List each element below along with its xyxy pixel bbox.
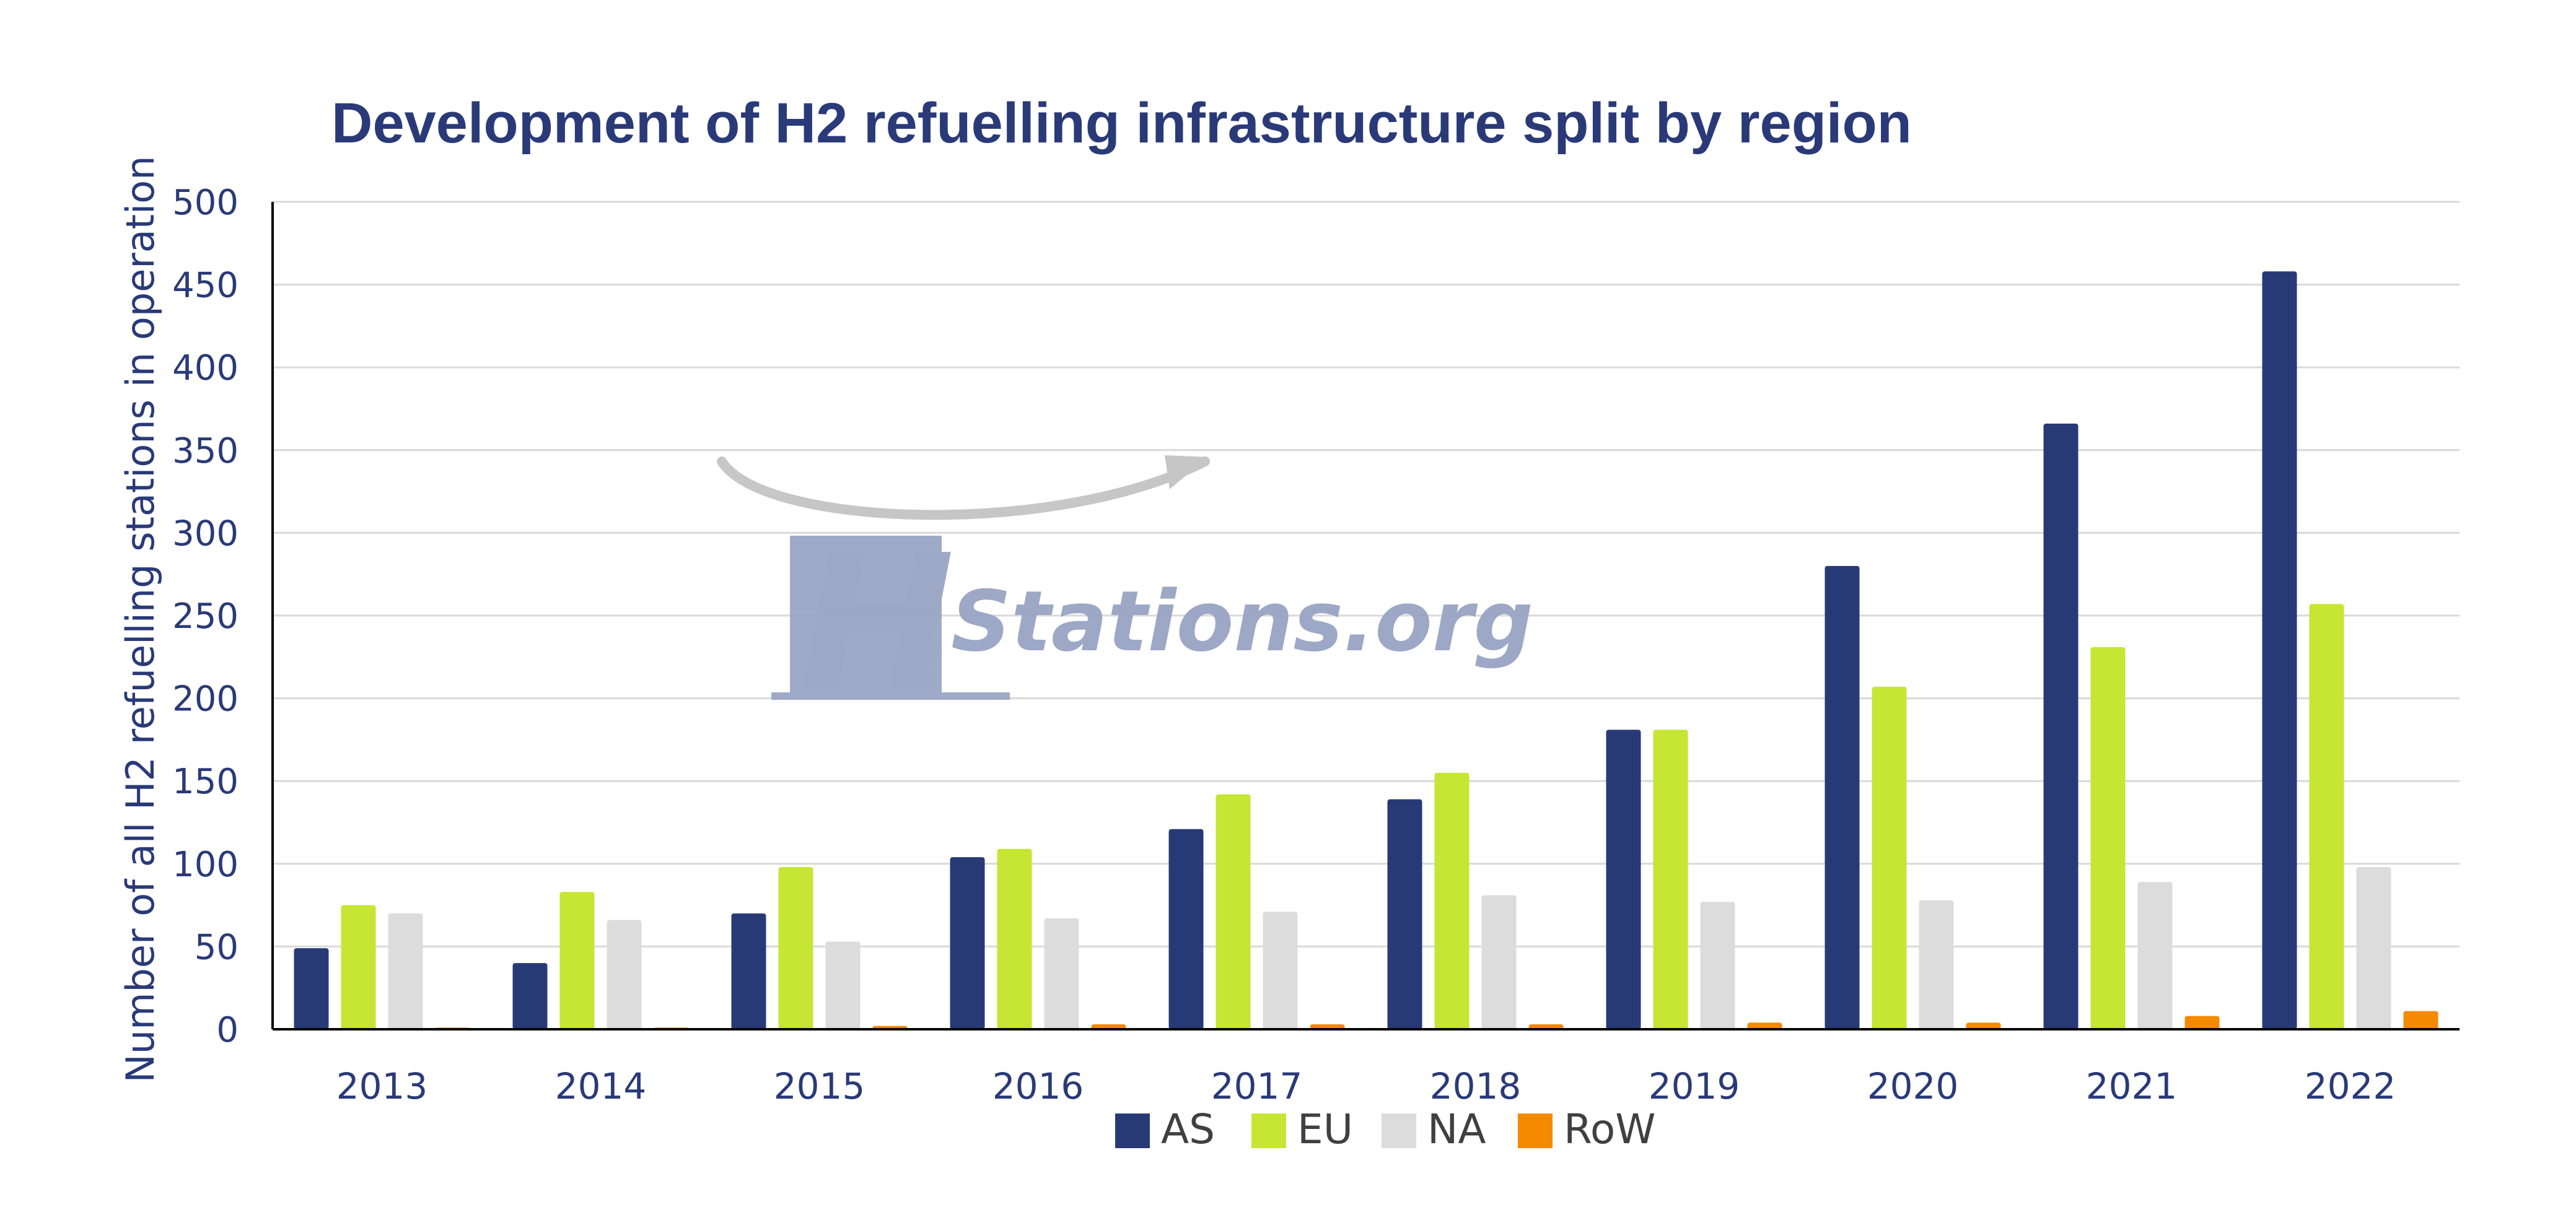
legend-label-row: RoW — [1564, 1105, 1656, 1153]
watermark-logo-block — [790, 536, 942, 697]
legend-swatch-eu — [1251, 1113, 1286, 1148]
bar-na-2015 — [825, 941, 861, 1029]
bar-na-2021 — [2137, 882, 2173, 1029]
legend-swatch-row — [1518, 1113, 1553, 1148]
x-tick-label: 2014 — [555, 1065, 647, 1107]
y-axis-label: Number of all H2 refuelling stations in … — [118, 155, 163, 1083]
x-tick-label: 2019 — [1649, 1065, 1740, 1107]
bar-na-2018 — [1481, 895, 1517, 1029]
y-tick-label: 150 — [172, 762, 239, 802]
x-tick-label: 2013 — [336, 1065, 428, 1107]
bar-row-2022 — [2403, 1011, 2438, 1029]
y-tick-label: 400 — [172, 348, 239, 388]
bar-as-2021 — [2043, 424, 2079, 1029]
y-tick-label: 450 — [172, 266, 239, 306]
bar-row-2017 — [1310, 1024, 1345, 1029]
legend-label-as: AS — [1161, 1105, 1215, 1153]
bar-eu-2017 — [1216, 794, 1251, 1029]
bar-row-2019 — [1747, 1022, 1782, 1029]
x-tick-labels: 2013 2014 2015 2016 2017 2018 2019 2020 2021 2022 — [336, 1065, 2396, 1107]
watermark-arrow-icon — [717, 456, 1210, 520]
x-tick-label: 2018 — [1430, 1065, 1522, 1107]
bar-eu-2018 — [1434, 772, 1470, 1029]
y-tick-label: 200 — [172, 679, 239, 720]
bar-as-2013 — [294, 948, 329, 1029]
bar-as-2020 — [1825, 565, 1860, 1029]
axes — [271, 202, 2460, 1031]
bar-eu-2015 — [778, 867, 813, 1029]
x-tick-label: 2016 — [992, 1065, 1084, 1107]
bar-row-2021 — [2184, 1016, 2220, 1029]
chart-title: Development of H2 refuelling infrastruct… — [331, 92, 1912, 155]
bar-na-2022 — [2356, 867, 2391, 1029]
bar-as-2014 — [512, 963, 548, 1029]
bar-eu-2016 — [997, 848, 1032, 1029]
bar-eu-2021 — [2090, 647, 2126, 1029]
y-tick-label: 100 — [172, 845, 239, 885]
y-tick-label: 500 — [172, 183, 239, 223]
bar-as-2019 — [1606, 730, 1641, 1029]
y-tick-label: 50 — [195, 927, 239, 967]
bar-na-2020 — [1919, 900, 1954, 1029]
legend-swatch-na — [1382, 1113, 1416, 1148]
y-tick-labels: 0 50 100 150 200 250 300 350 400 450 500 — [172, 183, 239, 1050]
bar-row-2018 — [1528, 1024, 1564, 1029]
watermark-logo-underline — [771, 692, 1010, 700]
h2stations-watermark-logo: H 2 Stations.org — [717, 455, 1533, 731]
bar-as-2015 — [731, 913, 766, 1029]
bar-na-2017 — [1263, 912, 1298, 1029]
bar-eu-2022 — [2309, 604, 2344, 1029]
x-tick-label: 2022 — [2305, 1065, 2396, 1107]
y-tick-label: 0 — [216, 1010, 239, 1050]
watermark-arrow-icon-head — [1165, 455, 1208, 489]
bars — [294, 271, 2438, 1029]
watermark-logo-subscript: 2 — [898, 627, 942, 699]
bar-as-2017 — [1168, 829, 1204, 1029]
x-tick-label: 2015 — [774, 1065, 865, 1107]
bar-eu-2020 — [1872, 686, 1907, 1029]
x-tick-label: 2020 — [1867, 1065, 1959, 1107]
bar-eu-2013 — [341, 905, 376, 1029]
bar-as-2022 — [2262, 271, 2297, 1029]
bar-na-2013 — [388, 913, 423, 1029]
y-tick-label: 350 — [172, 431, 239, 471]
bar-na-2019 — [1700, 902, 1735, 1029]
bar-eu-2019 — [1653, 730, 1688, 1029]
grid-lines — [273, 201, 2460, 948]
bar-na-2014 — [607, 920, 642, 1029]
bar-as-2016 — [950, 857, 985, 1029]
legend: AS EU NA RoW — [1115, 1105, 1656, 1153]
y-tick-label: 250 — [172, 596, 239, 637]
bar-row-2016 — [1091, 1024, 1126, 1029]
x-tick-label: 2017 — [1211, 1065, 1303, 1107]
bar-row-2020 — [1966, 1022, 2001, 1029]
y-tick-label: 300 — [172, 513, 239, 554]
watermark-logo-letter: H — [799, 515, 955, 731]
watermark-logo-text: Stations.org — [951, 573, 1533, 670]
bar-na-2016 — [1044, 918, 1079, 1029]
legend-label-na: NA — [1427, 1105, 1486, 1153]
legend-swatch-as — [1115, 1113, 1150, 1148]
bar-as-2018 — [1387, 799, 1422, 1029]
bar-eu-2014 — [559, 892, 595, 1029]
x-tick-label: 2021 — [2086, 1065, 2178, 1107]
legend-label-eu: EU — [1297, 1105, 1353, 1153]
